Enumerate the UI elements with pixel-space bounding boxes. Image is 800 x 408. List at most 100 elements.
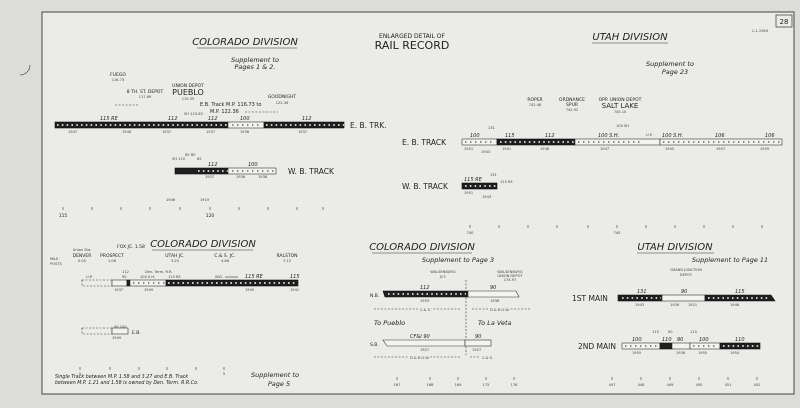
rail-weight: SH 110-85 bbox=[184, 112, 203, 116]
rail-weight: 131 bbox=[490, 173, 497, 177]
rail-weight: 110 bbox=[690, 330, 698, 334]
direction-label: To Pueblo bbox=[374, 319, 405, 327]
station-name: UNION DEPOT bbox=[172, 83, 204, 89]
rail-weight: 110 bbox=[662, 337, 672, 343]
sheet-date: 1-1-1964 bbox=[752, 29, 769, 33]
supplement-note: Supplement to bbox=[251, 371, 299, 379]
station-name: SPUR bbox=[566, 102, 578, 108]
supplement-note: Supplement to bbox=[231, 56, 279, 64]
utah-division-top-panel: UTAH DIVISION Supplement to Page 23 ROPE… bbox=[402, 32, 783, 235]
axis-tick-label: 452 bbox=[754, 383, 761, 387]
track-label: W. B. TRACK bbox=[288, 167, 335, 176]
station-name: PROSPECT bbox=[100, 253, 124, 259]
rail-weight: 90 bbox=[668, 330, 673, 334]
station-name: C.& S. JC. bbox=[214, 253, 235, 259]
track-label: E. B. TRACK bbox=[402, 138, 447, 147]
station-milepost: 7.15 bbox=[283, 259, 291, 263]
track-label: N.B. bbox=[370, 293, 379, 299]
rail-year: 1937 bbox=[298, 130, 307, 134]
owner-label: C.& S. bbox=[482, 356, 493, 360]
station-name: DENVER bbox=[73, 253, 92, 259]
rail-weight: 112 bbox=[302, 116, 312, 122]
rail-weight: 100 bbox=[470, 133, 480, 139]
supplement-note: Page 5 bbox=[268, 380, 290, 388]
rail-segment-heavy bbox=[174, 167, 229, 175]
rail-weight: 100 SH bbox=[616, 124, 629, 128]
rail-weight: 100 bbox=[240, 116, 250, 122]
rail-year: 1947 bbox=[600, 147, 609, 151]
station-milepost: 1.06 bbox=[108, 259, 117, 263]
track-label: E. B. TRK. bbox=[350, 121, 387, 130]
panel-title: UTAH DIVISION bbox=[637, 242, 713, 253]
axis-tick-label: 447 bbox=[609, 383, 616, 387]
colorado-division-walsenburg-panel: COLORADO DIVISION Supplement to Page 3 W… bbox=[369, 242, 530, 387]
axis-tick-label: 120 bbox=[206, 213, 215, 219]
supplement-note: Page 23 bbox=[662, 68, 688, 76]
panel-title: UTAH DIVISION bbox=[592, 32, 668, 43]
direction-label: To La Veta bbox=[478, 319, 511, 327]
rail-year: 1943 bbox=[635, 303, 644, 307]
station-milepost: 117.69 bbox=[139, 95, 152, 99]
axis-tick-label: 740 bbox=[467, 231, 475, 235]
sheet-border bbox=[41, 11, 795, 395]
rail-weight: U.P. bbox=[646, 133, 653, 137]
station-name: FOX JC. 1.58 bbox=[117, 244, 145, 250]
station-name: JCT. bbox=[439, 275, 447, 279]
rail-year: 1938 bbox=[676, 351, 686, 355]
rail-weight: 106 bbox=[715, 133, 725, 139]
rail-weight: 100 S.H. bbox=[598, 133, 619, 139]
rail-year: 1937 bbox=[114, 288, 123, 292]
rail-weight: 100 bbox=[632, 337, 642, 343]
rail-weight: 90 bbox=[475, 334, 481, 340]
rail-year: 1921 bbox=[688, 303, 697, 307]
station-milepost: 0.00 bbox=[78, 259, 87, 263]
axis-tick-label: 115 bbox=[59, 213, 68, 219]
rail-weight: 100 bbox=[248, 162, 258, 168]
binder-hole bbox=[19, 64, 31, 76]
rail-weight: 115 RE bbox=[100, 116, 119, 122]
rail-year: 1937 bbox=[205, 175, 214, 179]
owner-label: D.& R.G.W. bbox=[490, 308, 510, 312]
track-label: W. B. TRACK bbox=[402, 182, 449, 191]
rail-weight: 90 bbox=[490, 285, 496, 291]
track-label: E.B. bbox=[132, 330, 141, 336]
supplement-note: Supplement to bbox=[646, 60, 694, 68]
track-label: S.B. bbox=[370, 342, 379, 348]
rail-year: 1938 bbox=[258, 175, 268, 179]
rail-weight: 85 RE bbox=[185, 153, 196, 157]
station-name: WALSENBURG bbox=[497, 270, 523, 274]
station-name: ORDNANCE bbox=[559, 97, 585, 103]
station-name: 8 TH. ST. DEPOT bbox=[127, 89, 164, 95]
track-label: 1ST MAIN bbox=[572, 294, 608, 303]
rail-weight: 100 S.H. bbox=[662, 133, 683, 139]
axis-tick-label: 168 bbox=[427, 383, 435, 387]
axis-tick-label: 167 bbox=[394, 383, 401, 387]
station-milepost: 4.88 bbox=[221, 259, 230, 263]
rail-year: 1943 bbox=[482, 195, 491, 199]
station-name: OPP. UNION DEPOT bbox=[599, 97, 642, 103]
colorado-division-top-panel: COLORADO DIVISION Supplement to Pages 1 … bbox=[54, 37, 387, 219]
rail-weight: 90 bbox=[681, 289, 687, 295]
station-milepost: 742.92 bbox=[566, 108, 579, 112]
axis-tick-label: 450 bbox=[696, 383, 704, 387]
rail-weight: 115 RE bbox=[245, 274, 264, 280]
rail-weight: 115 bbox=[290, 274, 300, 280]
panel-title: COLORADO DIVISION bbox=[150, 239, 256, 250]
rail-weight: 112 bbox=[545, 133, 555, 139]
rail-weight: 112 bbox=[208, 162, 218, 168]
axis-tick-label: 175 bbox=[483, 383, 490, 387]
rail-weight: 115 bbox=[505, 133, 515, 139]
rail-weight: 112 bbox=[420, 285, 430, 291]
page-number-box bbox=[775, 14, 793, 28]
station-name: GRAND JUNCTION bbox=[670, 268, 702, 272]
axis-tick-label: 448 bbox=[638, 383, 646, 387]
station-name: UTAH JC. bbox=[165, 253, 185, 259]
rail-weight: 100 S.H. bbox=[140, 275, 155, 279]
rail-year: 1945 bbox=[245, 288, 254, 292]
supplement-note: Pages 1 & 2. bbox=[234, 63, 275, 71]
rail-year: 1954 bbox=[730, 351, 740, 355]
rail-year: 1949 bbox=[112, 336, 122, 340]
rail-year: 1949 bbox=[144, 288, 154, 292]
rail-weight: 115 bbox=[652, 330, 659, 334]
header-subtitle: ENLARGED DETAIL OF bbox=[379, 33, 445, 40]
